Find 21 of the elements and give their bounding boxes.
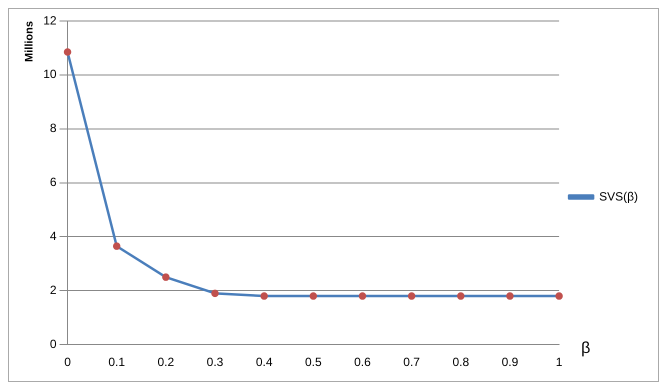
y-tick-label: 10 <box>43 67 57 82</box>
x-tick-label: 0.7 <box>403 355 420 370</box>
y-tick-label: 6 <box>50 175 57 190</box>
x-tick-label: 0 <box>64 355 72 370</box>
x-tick-label: 0.1 <box>108 355 126 370</box>
y-tick-label: 8 <box>50 121 57 136</box>
x-tick-label: 0.8 <box>452 355 470 370</box>
y-tick-label: 2 <box>50 282 57 297</box>
x-tick-label: 0.5 <box>304 355 322 370</box>
x-tick-label: 0.4 <box>256 355 273 370</box>
x-axis-title: β <box>581 340 590 358</box>
x-tick-label: 0.9 <box>502 355 519 370</box>
x-tick-label: 0.3 <box>206 355 224 370</box>
y-tick-label: 0 <box>50 336 57 351</box>
y-tick-label: 12 <box>43 13 57 28</box>
legend-label: SVS(β) <box>599 189 638 204</box>
x-tick-label: 0.6 <box>354 355 372 370</box>
x-tick-label: 0.2 <box>158 355 175 370</box>
x-tick-label: 1 <box>556 355 563 370</box>
y-axis-title: Millions <box>24 21 36 62</box>
y-tick-label: 4 <box>50 229 57 244</box>
